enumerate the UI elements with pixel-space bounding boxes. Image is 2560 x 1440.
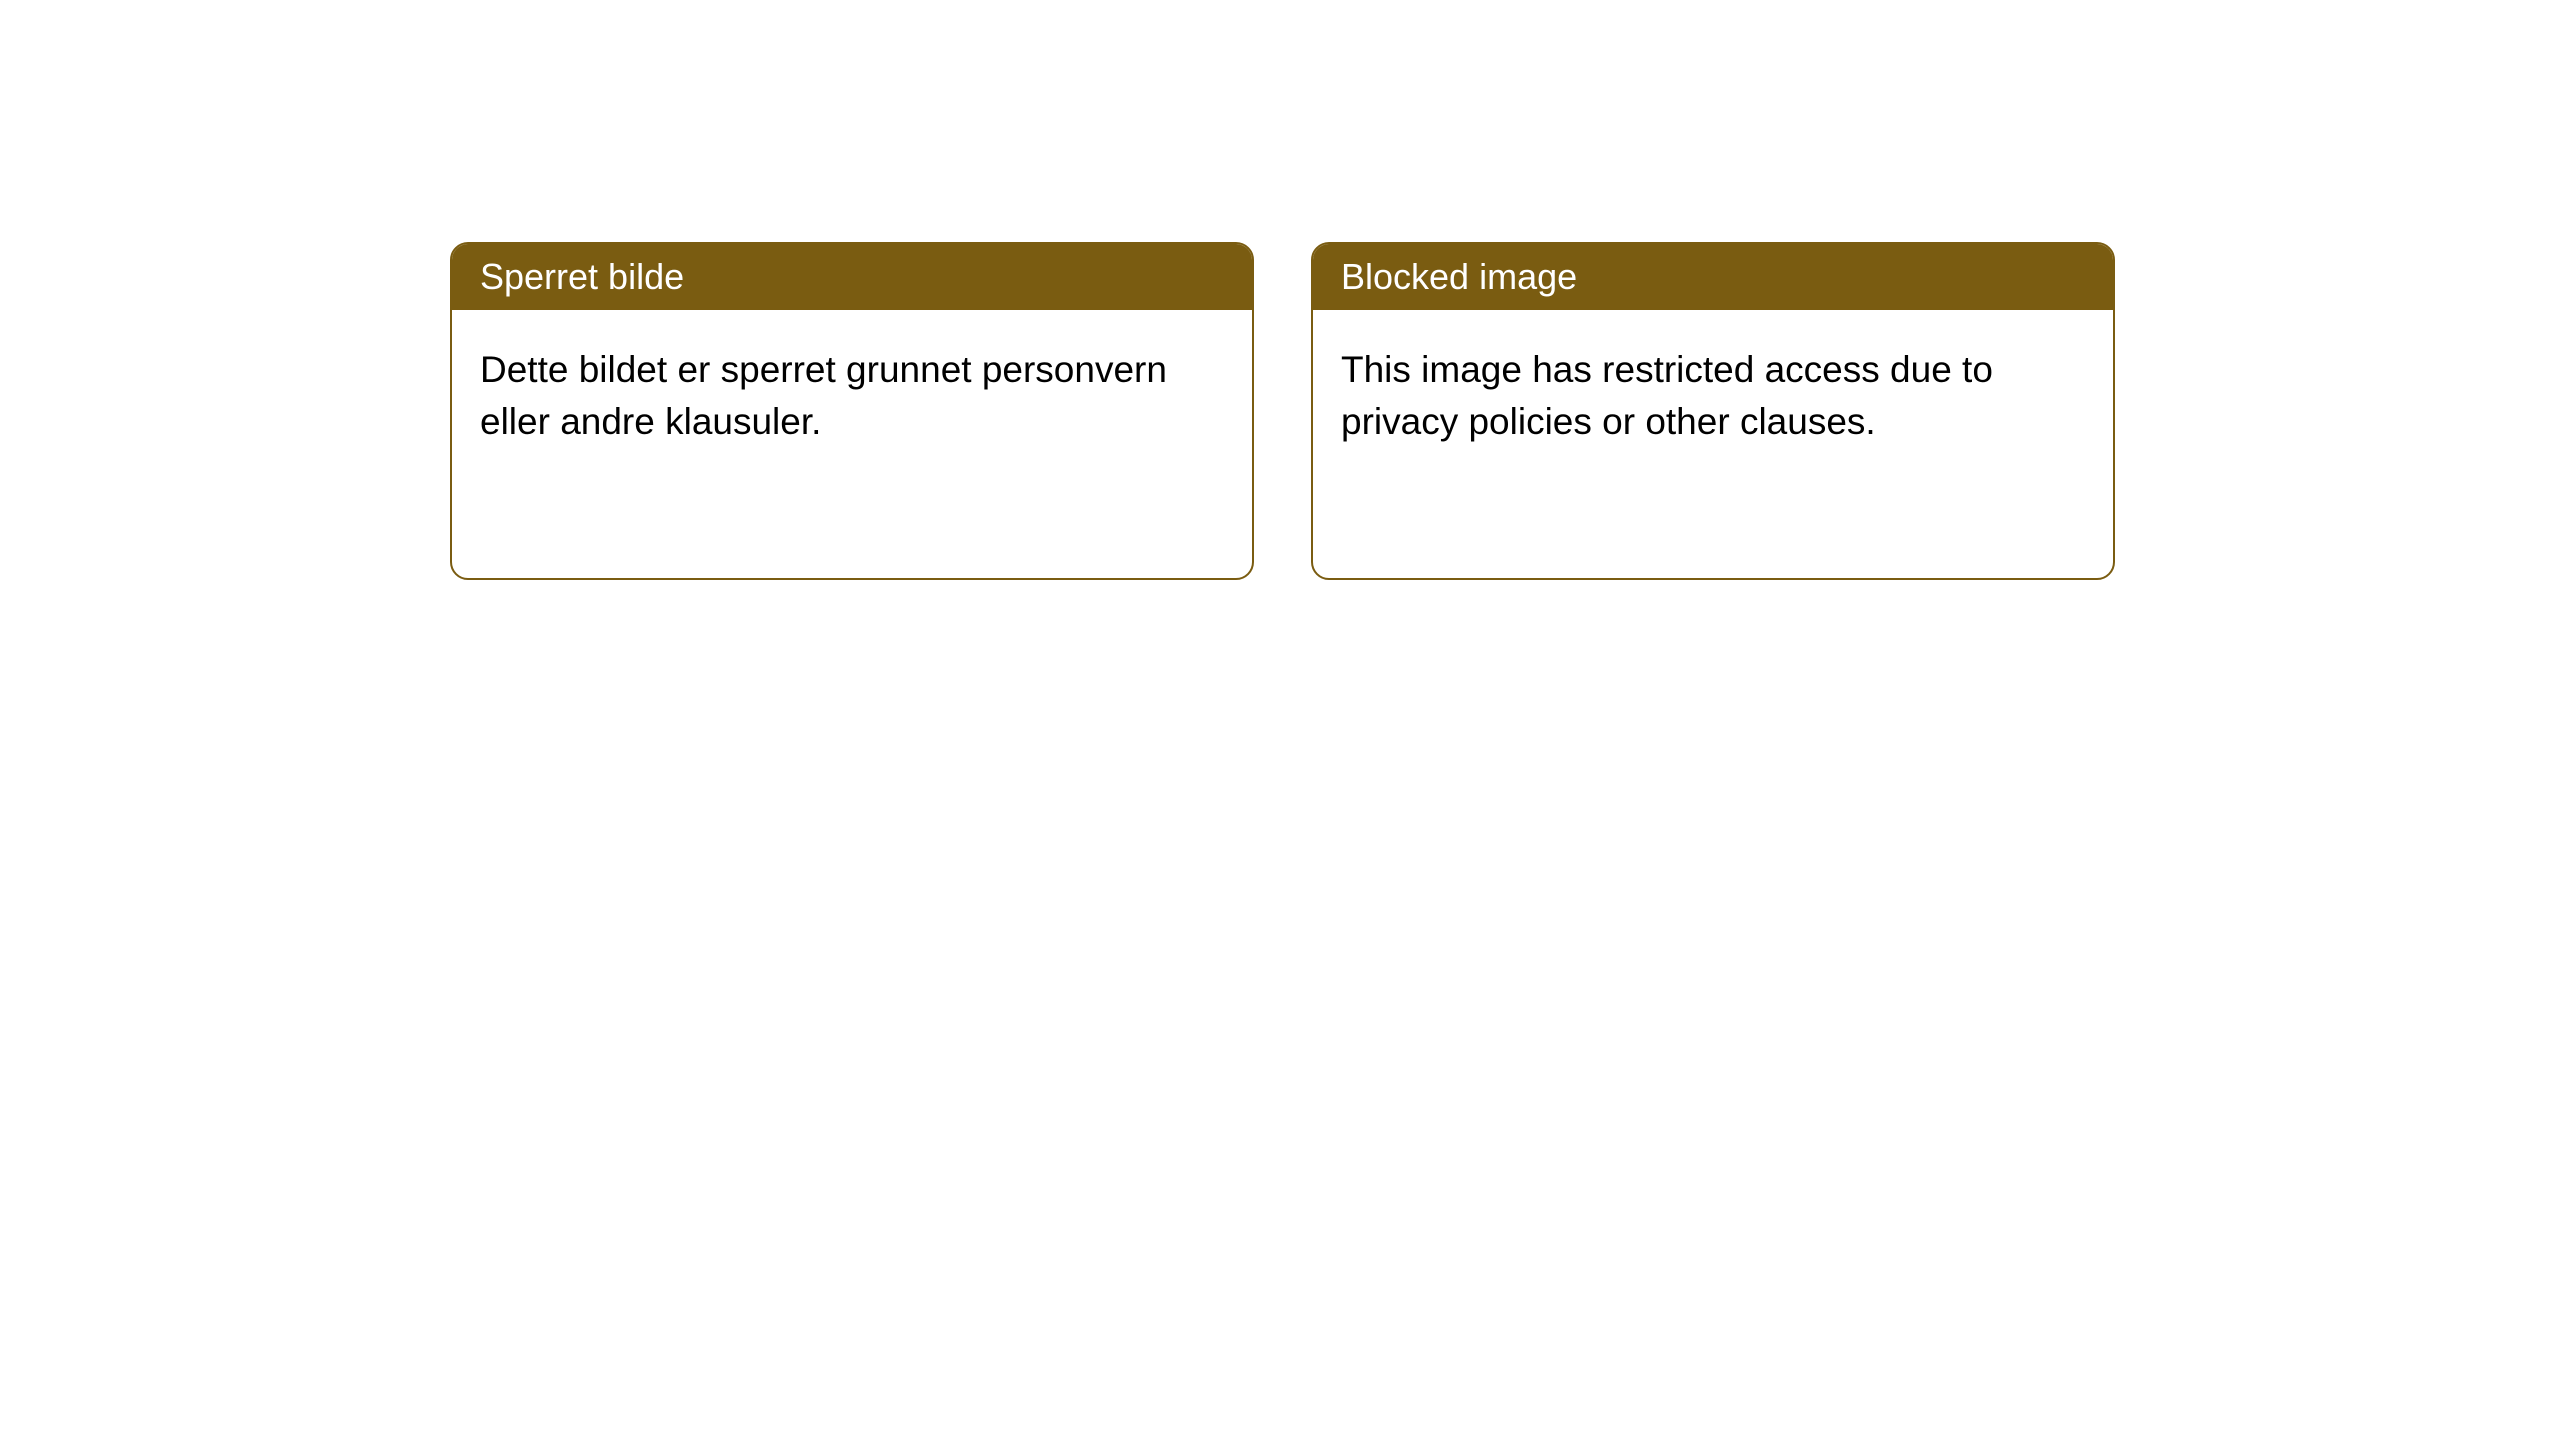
card-header: Blocked image	[1313, 244, 2113, 310]
card-body: This image has restricted access due to …	[1313, 310, 2113, 482]
card-title: Blocked image	[1341, 256, 1577, 297]
blocked-image-card-norwegian: Sperret bilde Dette bildet er sperret gr…	[450, 242, 1254, 580]
card-header: Sperret bilde	[452, 244, 1252, 310]
card-body-text: Dette bildet er sperret grunnet personve…	[480, 349, 1167, 442]
card-container: Sperret bilde Dette bildet er sperret gr…	[450, 242, 2560, 580]
blocked-image-card-english: Blocked image This image has restricted …	[1311, 242, 2115, 580]
card-title: Sperret bilde	[480, 256, 684, 297]
card-body: Dette bildet er sperret grunnet personve…	[452, 310, 1252, 482]
card-body-text: This image has restricted access due to …	[1341, 349, 1993, 442]
